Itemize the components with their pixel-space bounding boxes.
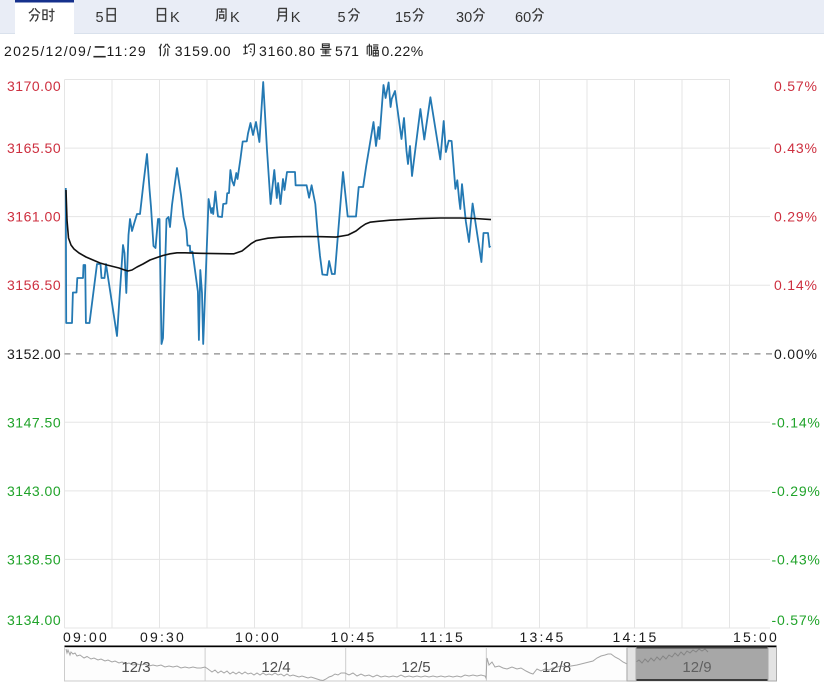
svg-text:15: 15 [395, 10, 411, 26]
svg-text:30: 30 [456, 10, 472, 26]
svg-text:09:30: 09:30 [140, 629, 186, 645]
svg-text:-0.43%: -0.43% [772, 551, 821, 567]
svg-text:12/5: 12/5 [401, 659, 430, 676]
svg-text:14:15: 14:15 [612, 629, 658, 645]
svg-text:3161.00: 3161.00 [7, 209, 61, 225]
svg-text:3152.00: 3152.00 [7, 346, 61, 362]
svg-text:12/4: 12/4 [261, 659, 290, 676]
svg-text:-0.57%: -0.57% [772, 612, 821, 628]
svg-text:3134.00: 3134.00 [7, 612, 61, 628]
svg-text:3170.00: 3170.00 [7, 78, 61, 94]
svg-text:-0.14%: -0.14% [772, 414, 821, 430]
svg-text:10:00: 10:00 [235, 629, 281, 645]
svg-text:5: 5 [96, 10, 104, 26]
svg-text:0.43%: 0.43% [774, 140, 818, 156]
svg-text:10:45: 10:45 [330, 629, 376, 645]
svg-text:-0.29%: -0.29% [772, 483, 821, 499]
svg-text:0.57%: 0.57% [774, 78, 818, 94]
svg-text:K: K [230, 10, 240, 26]
svg-text:60: 60 [515, 10, 531, 26]
svg-text:K: K [170, 10, 180, 26]
svg-text:13:45: 13:45 [519, 629, 565, 645]
svg-text:0.14%: 0.14% [774, 277, 818, 293]
svg-text:12/3: 12/3 [121, 659, 150, 676]
svg-text:3165.50: 3165.50 [7, 140, 61, 156]
svg-text:0.00%: 0.00% [774, 346, 818, 362]
svg-text:15:00: 15:00 [733, 629, 779, 645]
svg-text:3147.50: 3147.50 [7, 414, 61, 430]
svg-text:3138.50: 3138.50 [7, 551, 61, 567]
svg-text:12/8: 12/8 [542, 659, 571, 676]
svg-text:K: K [291, 10, 301, 26]
svg-text:5: 5 [338, 10, 346, 26]
svg-text:0.29%: 0.29% [774, 209, 818, 225]
svg-text:09:00: 09:00 [63, 629, 109, 645]
svg-text:3143.00: 3143.00 [7, 483, 61, 499]
svg-text:3156.50: 3156.50 [7, 277, 61, 293]
svg-text:11:15: 11:15 [420, 629, 465, 645]
